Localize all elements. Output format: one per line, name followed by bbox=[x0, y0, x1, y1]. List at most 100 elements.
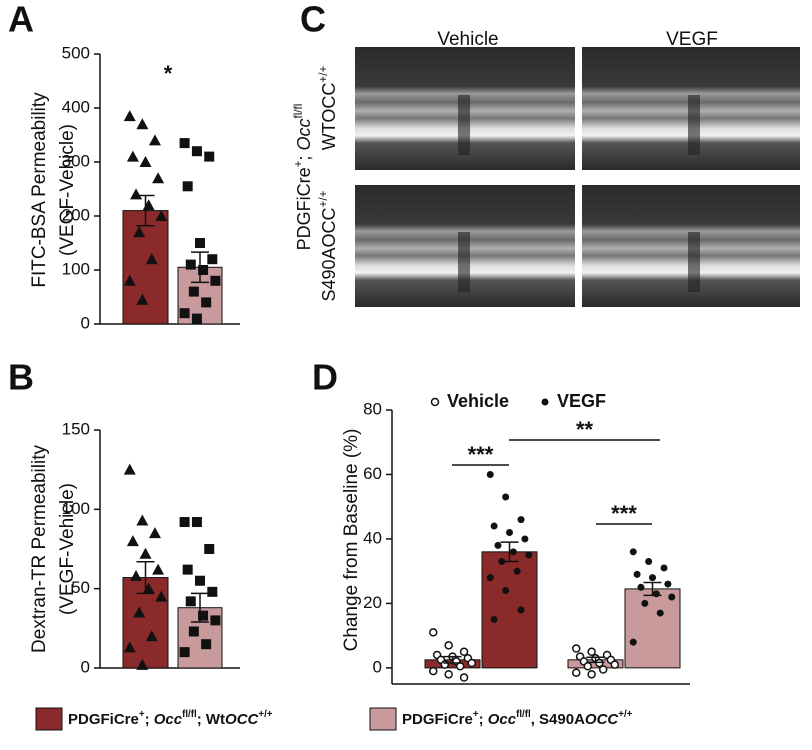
data-point bbox=[123, 274, 136, 286]
data-point bbox=[191, 313, 202, 324]
data-point bbox=[660, 564, 668, 572]
data-point bbox=[459, 647, 469, 657]
y-tick-label: 100 bbox=[62, 259, 90, 278]
y-axis-label: Change from Baseline (%) bbox=[341, 429, 362, 652]
data-point bbox=[502, 493, 510, 501]
data-point bbox=[152, 563, 165, 575]
oct-images bbox=[355, 47, 800, 307]
legend-label: PDGFiCre+; Occfl/fl; WtOCC+/+ bbox=[68, 709, 273, 728]
data-point bbox=[649, 574, 656, 582]
data-point bbox=[517, 516, 525, 524]
data-point bbox=[645, 558, 653, 566]
data-point bbox=[179, 138, 190, 149]
text-part: ; Wt bbox=[197, 711, 225, 728]
data-point bbox=[490, 616, 498, 624]
row-label: S490AOCC+/+ bbox=[317, 190, 339, 301]
data-point bbox=[195, 575, 205, 586]
data-point bbox=[509, 548, 517, 556]
data-point bbox=[455, 662, 465, 671]
y-axis-label: (VEGF-Vehicle) bbox=[57, 124, 78, 256]
data-point bbox=[179, 517, 190, 528]
error-bar bbox=[136, 194, 155, 227]
significance: ** bbox=[576, 417, 594, 442]
data-point bbox=[486, 574, 494, 582]
data-point bbox=[201, 297, 212, 308]
data-point bbox=[136, 118, 149, 130]
data-point bbox=[629, 548, 637, 556]
data-point bbox=[430, 397, 440, 407]
text-part: ; bbox=[479, 711, 488, 728]
text-part: fl/fl bbox=[182, 709, 197, 720]
data-point bbox=[195, 238, 205, 248]
row-label: PDGFiCre+; Occfl/fl bbox=[292, 104, 314, 251]
bar bbox=[122, 210, 169, 325]
data-point bbox=[668, 593, 676, 601]
data-point bbox=[652, 590, 660, 598]
data-point bbox=[204, 151, 215, 162]
column-label: Vehicle bbox=[437, 29, 498, 50]
text-part: S490AOCC bbox=[319, 207, 339, 301]
data-point bbox=[207, 586, 218, 597]
data-point bbox=[440, 660, 450, 669]
y-tick-label: 0 bbox=[81, 657, 90, 676]
optic-nerve bbox=[458, 232, 470, 292]
data-point bbox=[179, 308, 190, 319]
text-part: +/+ bbox=[258, 709, 272, 720]
data-point bbox=[126, 535, 139, 547]
error-bar bbox=[443, 655, 462, 664]
data-point bbox=[133, 226, 146, 238]
data-point bbox=[136, 293, 149, 305]
bar bbox=[624, 588, 681, 669]
data-point bbox=[637, 583, 645, 591]
data-point bbox=[541, 398, 549, 406]
data-point bbox=[126, 150, 139, 162]
data-point bbox=[152, 172, 165, 184]
error-bar bbox=[191, 251, 209, 284]
panel-letter: B bbox=[8, 357, 34, 398]
data-point bbox=[185, 596, 196, 607]
error-bar bbox=[191, 592, 209, 623]
legend-label: Vehicle bbox=[447, 391, 509, 411]
data-point bbox=[133, 606, 146, 618]
data-point bbox=[179, 647, 190, 658]
text-part: ; bbox=[294, 151, 314, 161]
data-point bbox=[610, 660, 619, 669]
error-bar bbox=[136, 560, 155, 595]
text-part: +/+ bbox=[317, 190, 330, 207]
data-point bbox=[664, 580, 672, 588]
y-axis-label: FITC-BSA Permeability bbox=[29, 92, 50, 288]
data-point bbox=[182, 564, 193, 575]
text-part: Occ bbox=[294, 119, 314, 151]
column-label: VEGF bbox=[666, 29, 718, 50]
legend-swatch bbox=[369, 707, 397, 731]
y-axis-label: (VEGF-Vehicle) bbox=[57, 483, 78, 615]
significance: *** bbox=[611, 501, 637, 526]
data-point bbox=[198, 265, 209, 275]
panel-letter: A bbox=[8, 0, 34, 40]
data-point bbox=[191, 146, 202, 157]
data-point bbox=[517, 606, 525, 614]
data-point bbox=[188, 626, 199, 637]
y-axis-label: Dextran-TR Permeability bbox=[29, 445, 50, 653]
y-tick-label: 100 bbox=[62, 499, 90, 518]
optic-nerve bbox=[688, 232, 700, 292]
panel-letter: D bbox=[312, 357, 338, 398]
legend-swatch bbox=[35, 707, 63, 731]
data-point bbox=[506, 528, 513, 536]
text-part: + bbox=[292, 160, 305, 167]
data-point bbox=[123, 463, 136, 475]
data-point bbox=[572, 668, 581, 677]
data-point bbox=[656, 609, 664, 617]
error-bar bbox=[643, 581, 662, 597]
data-point bbox=[598, 665, 608, 674]
data-point bbox=[123, 641, 136, 653]
text-part: OCC bbox=[225, 711, 260, 728]
data-point bbox=[444, 670, 453, 679]
text-part: +/+ bbox=[317, 66, 330, 83]
data-point bbox=[130, 569, 143, 581]
legend-label: VEGF bbox=[557, 391, 606, 411]
text-part: OCC bbox=[585, 711, 620, 728]
data-point bbox=[490, 522, 498, 530]
text-part: + bbox=[473, 709, 479, 720]
